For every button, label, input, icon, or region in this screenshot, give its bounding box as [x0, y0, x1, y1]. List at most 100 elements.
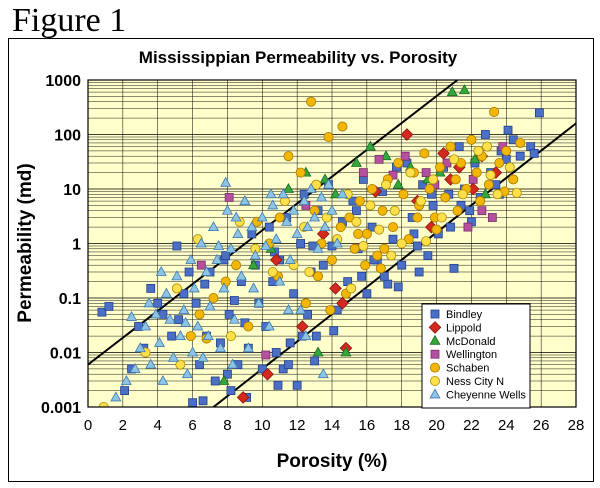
legend-label: Wellington: [446, 349, 497, 361]
cheyenne-wells-point: [225, 242, 237, 253]
y-tick-label: 0.01: [50, 346, 81, 363]
schaben-point: [387, 222, 398, 233]
cheyenne-wells-point: [288, 204, 300, 215]
x-tick-label: 10: [254, 417, 271, 434]
bindley-point: [318, 260, 328, 270]
cheyenne-wells-point: [211, 253, 223, 264]
bindley-point: [379, 271, 389, 281]
schaben-point: [375, 263, 386, 274]
legend-marker: [429, 362, 440, 373]
schaben-point: [379, 243, 390, 254]
schaben-point: [393, 157, 404, 168]
ness-city-n-point: [396, 238, 407, 249]
bindley-point: [428, 201, 438, 210]
cheyenne-wells-point: [281, 215, 293, 226]
wellington-point: [477, 206, 487, 216]
cheyenne-wells-point: [249, 249, 261, 260]
lippold-point: [236, 391, 250, 404]
cheyenne-wells-point: [164, 313, 176, 324]
ness-city-n-point: [482, 141, 493, 152]
bindley-point: [198, 396, 208, 406]
cheyenne-wells-point: [284, 253, 296, 264]
cheyenne-wells-point: [300, 330, 312, 341]
legend-marker: [429, 388, 441, 399]
cheyenne-wells-point: [228, 313, 240, 324]
ness-city-n-point: [386, 250, 397, 261]
schaben-point: [450, 174, 461, 185]
lippold-point: [329, 282, 342, 295]
x-tick-label: 20: [428, 417, 445, 434]
cheyenne-wells-point: [309, 211, 321, 222]
y-axis-label: Permeability (md): [15, 163, 36, 322]
cheyenne-wells-point: [256, 211, 268, 222]
bindley-point: [191, 298, 201, 308]
cheyenne-wells-point: [129, 362, 141, 373]
x-tick-label: 2: [119, 417, 127, 434]
wellington-point: [487, 213, 497, 222]
cheyenne-wells-point: [305, 182, 317, 193]
bindley-point: [174, 315, 184, 325]
x-tick-label: 28: [568, 417, 585, 434]
wellington-point: [421, 168, 431, 177]
cheyenne-wells-point: [207, 221, 220, 232]
bindley-point: [284, 360, 293, 369]
ness-city-n-point: [358, 240, 369, 251]
cheyenne-wells-point: [174, 330, 186, 341]
bindley-point: [210, 376, 220, 386]
bindley-point: [120, 386, 129, 395]
bindley-point: [285, 338, 295, 348]
cheyenne-wells-point: [267, 199, 279, 210]
bindley-point: [388, 234, 398, 244]
legend-marker: [430, 349, 440, 359]
cheyenne-wells-point: [202, 330, 214, 341]
bindley-point: [226, 386, 236, 395]
ness-city-n-point: [351, 216, 362, 227]
schaben-point: [419, 148, 430, 159]
bindley-point: [418, 180, 428, 190]
y-tick-label: 0.1: [59, 291, 81, 308]
bindley-point: [311, 331, 321, 341]
cheyenne-wells-point: [315, 191, 328, 202]
cheyenne-wells-point: [150, 308, 162, 319]
cheyenne-wells-point: [139, 320, 152, 331]
cheyenne-wells-point: [120, 374, 132, 385]
bindley-point: [393, 282, 403, 292]
cheyenne-wells-point: [302, 221, 314, 232]
bindley-point: [195, 360, 204, 369]
bindley-point: [446, 222, 455, 232]
cheyenne-wells-point: [232, 227, 244, 238]
ness-city-n-point: [365, 200, 376, 211]
x-tick-label: 16: [359, 417, 376, 434]
schaben-point: [313, 271, 324, 282]
schaben-point: [466, 134, 477, 145]
legend-marker: [428, 321, 442, 334]
schaben-point: [471, 167, 482, 178]
cheyenne-wells-point: [195, 237, 207, 248]
schaben-point: [440, 192, 451, 203]
schaben-point: [508, 174, 519, 185]
cheyenne-wells-point: [277, 188, 289, 199]
legend-box: [421, 303, 531, 409]
bindley-point: [414, 267, 424, 277]
schaben-point: [372, 250, 383, 261]
bindley-point: [529, 148, 539, 158]
legend-label: Lippold: [446, 322, 481, 334]
ness-city-n-point: [381, 179, 392, 190]
cheyenne-wells-point: [265, 188, 277, 199]
plot-border: [87, 79, 577, 408]
x-tick-label: 8: [223, 417, 231, 434]
cheyenne-wells-point: [331, 237, 343, 248]
lippold-point: [269, 253, 283, 267]
mcdonald-point: [380, 150, 392, 161]
cheyenne-wells-point: [260, 239, 272, 250]
schaben-point: [445, 141, 456, 152]
legend-marker: [430, 309, 440, 319]
schaben-point: [424, 183, 435, 194]
cheyenne-wells-point: [230, 211, 242, 222]
bindley-point: [247, 229, 257, 239]
bindley-point: [449, 263, 459, 273]
cheyenne-wells-point: [167, 351, 179, 362]
schaben-point: [283, 151, 294, 162]
mcdonald-point: [350, 156, 362, 167]
